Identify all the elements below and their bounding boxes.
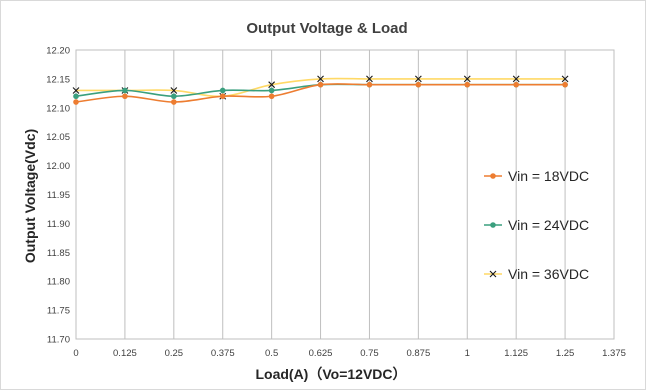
legend-label-vin-36vdc: Vin = 36VDC xyxy=(508,266,589,282)
data-point-vin-36vdc xyxy=(366,75,373,83)
data-point-vin-18vdc xyxy=(219,93,226,100)
legend: Vin = 18VDC Vin = 24VDC Vin = 36VDC xyxy=(484,168,589,282)
y-tick-label: 11.95 xyxy=(47,190,70,201)
data-point-vin-36vdc xyxy=(463,75,471,83)
legend-marker-vin-18vdc xyxy=(490,173,496,179)
legend-marker-vin-36vdc xyxy=(489,270,497,278)
y-tick-label: 11.90 xyxy=(47,219,70,230)
y-tick-label: 12.20 xyxy=(46,46,70,57)
x-tick-label: 0.25 xyxy=(165,348,184,359)
x-tick-label: 1.25 xyxy=(556,348,575,359)
chart-title: Output Voltage & Load xyxy=(246,20,407,37)
data-point-vin-18vdc xyxy=(513,81,519,88)
legend-label-vin-18vdc: Vin = 18VDC xyxy=(508,168,589,184)
data-point-vin-36vdc xyxy=(561,75,569,83)
data-point-vin-36vdc xyxy=(268,81,276,89)
marker-stroke xyxy=(414,75,422,83)
marker-stroke xyxy=(561,75,569,83)
x-tick-label: 1.125 xyxy=(504,348,528,359)
marker-stroke xyxy=(170,87,178,94)
x-tick-label: 1.375 xyxy=(602,348,626,359)
plot-border xyxy=(75,49,615,340)
y-tick-label: 12.10 xyxy=(46,103,70,114)
data-point-vin-18vdc xyxy=(366,81,373,88)
marker-stroke xyxy=(268,81,276,89)
data-point-vin-18vdc xyxy=(464,81,471,88)
data-point-vin-24vdc xyxy=(268,87,275,94)
x-tick-label: 0 xyxy=(73,348,78,359)
y-axis-label: Output Voltage(Vdc) xyxy=(22,129,38,263)
x-axis-label: Load(A)（Vo=12VDC） xyxy=(255,366,406,382)
y-tick-label: 11.70 xyxy=(47,335,70,346)
data-point-vin-18vdc xyxy=(317,81,324,88)
y-tick-label: 12.05 xyxy=(46,132,70,143)
y-tick-label: 11.80 xyxy=(47,277,70,288)
data-point-vin-18vdc xyxy=(122,93,128,100)
x-tick-label: 0.625 xyxy=(309,348,333,359)
marker-stroke xyxy=(72,87,80,94)
data-point-vin-24vdc xyxy=(219,87,226,94)
y-tick-label: 12.15 xyxy=(46,74,70,85)
x-tick-label: 1 xyxy=(465,348,470,359)
data-point-vin-36vdc xyxy=(317,75,324,83)
data-point-vin-24vdc xyxy=(171,93,177,100)
plot-area: 0 0.125 0.25 0.375 0.5 0.625 0.75 0.875 1 1.125 1.… xyxy=(46,46,626,360)
data-point-vin-18vdc xyxy=(171,99,177,105)
data-point-vin-24vdc xyxy=(73,93,79,100)
y-tick-label: 11.75 xyxy=(47,306,70,317)
data-point-vin-36vdc xyxy=(72,87,80,94)
marker-stroke xyxy=(317,75,324,83)
marker-stroke xyxy=(489,270,497,278)
marker-stroke xyxy=(463,75,471,83)
data-point-vin-18vdc xyxy=(73,99,79,105)
legend-marker-vin-24vdc xyxy=(490,222,496,228)
marker-stroke xyxy=(366,75,373,83)
legend-label-vin-24vdc: Vin = 24VDC xyxy=(508,217,589,233)
x-tick-label: 0.75 xyxy=(360,348,379,359)
marker-stroke xyxy=(512,75,520,83)
x-tick-label: 0.375 xyxy=(211,348,235,359)
data-point-vin-18vdc xyxy=(415,81,422,88)
data-point-vin-36vdc xyxy=(170,87,178,94)
data-point-vin-24vdc xyxy=(122,87,128,94)
data-point-vin-18vdc xyxy=(268,93,275,100)
x-tick-label: 0.125 xyxy=(113,348,137,359)
data-point-vin-36vdc xyxy=(512,75,520,83)
data-point-vin-18vdc xyxy=(562,81,568,88)
y-tick-label: 11.85 xyxy=(47,248,70,259)
x-tick-label: 0.5 xyxy=(265,348,278,359)
x-tick-label: 0.875 xyxy=(406,348,430,359)
data-point-vin-36vdc xyxy=(414,75,422,83)
y-tick-label: 12.00 xyxy=(46,161,70,172)
